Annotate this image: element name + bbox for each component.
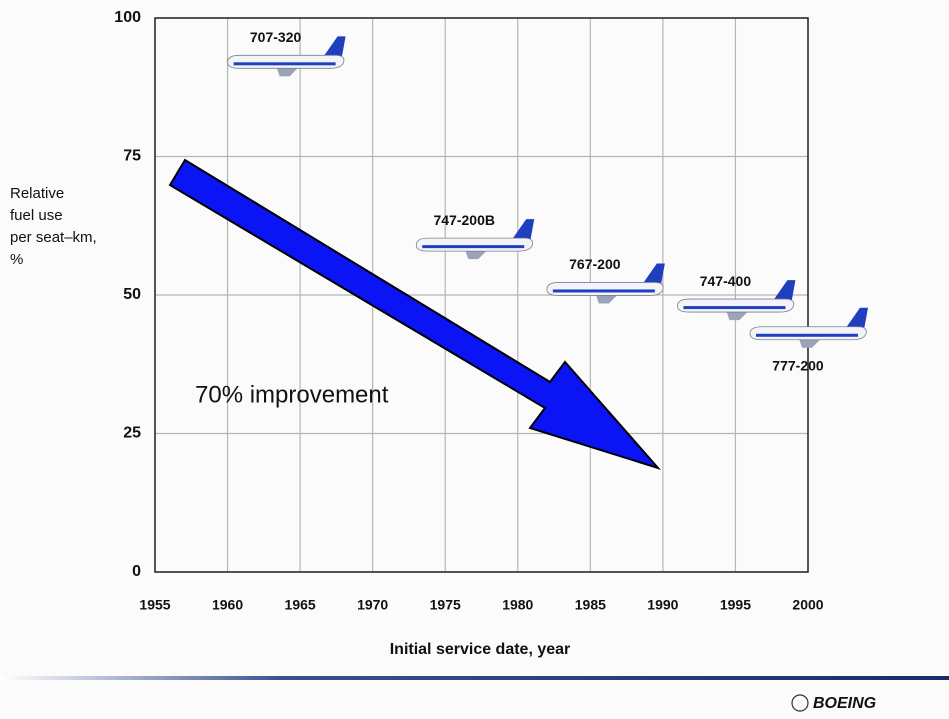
- aircraft-tail: [512, 219, 535, 242]
- x-tick-label: 1970: [357, 597, 388, 613]
- aircraft-body: [546, 282, 664, 296]
- x-tick-label: 1995: [720, 597, 751, 613]
- aircraft-tail: [323, 36, 346, 59]
- aircraft-label: 767-200: [569, 256, 621, 272]
- y-tick-label: 25: [123, 425, 141, 442]
- aircraft-label: 707-320: [250, 29, 302, 45]
- x-tick-label: 1990: [647, 597, 678, 613]
- improvement-arrow: [168, 158, 662, 471]
- aircraft-stripe: [552, 289, 655, 293]
- y-axis-label-line: per seat–km,: [10, 229, 97, 246]
- y-axis-label-line: fuel use: [10, 207, 63, 224]
- aircraft-stripe: [683, 306, 786, 310]
- x-axis-label: Initial service date, year: [390, 641, 571, 658]
- y-tick-label: 100: [114, 9, 141, 26]
- aircraft-body: [415, 237, 533, 252]
- aircraft-tail: [846, 307, 868, 330]
- aircraft-tail: [773, 280, 796, 303]
- aircraft-body: [227, 54, 345, 69]
- aircraft-label: 747-400: [700, 273, 752, 289]
- aircraft-stripe: [422, 245, 525, 249]
- aircraft-stripe: [756, 333, 858, 337]
- y-axis-label: Relative fuel use per seat–km,%: [10, 185, 97, 268]
- y-axis-label-line: Relative: [10, 185, 64, 202]
- aircraft-stripe: [233, 62, 336, 66]
- aircraft: [677, 280, 796, 321]
- plot-area: 1955 1960 1965 1970 1975 1980 1985 1990 1995 2000…: [114, 9, 823, 612]
- plot-frame: [154, 17, 809, 573]
- aircraft-body: [677, 298, 795, 313]
- aircraft: [415, 219, 535, 260]
- aircraft-tail: [642, 263, 665, 286]
- aircraft-label: 747-200B: [433, 212, 495, 228]
- x-tick-label: 2000: [792, 597, 823, 613]
- y-axis-label-line: %: [10, 251, 23, 268]
- y-tick-label: 50: [123, 286, 141, 303]
- x-tick-label: 1955: [139, 597, 170, 613]
- x-tick-label: 1985: [575, 597, 606, 613]
- aircraft: [749, 307, 868, 348]
- x-tick-label: 1960: [212, 597, 243, 613]
- annotation: 70% improvement: [195, 381, 389, 408]
- aircraft-label: 777-200: [772, 357, 824, 373]
- aircraft-body: [749, 326, 867, 341]
- logo-mark: [791, 694, 809, 712]
- aircraft: [227, 36, 346, 77]
- logo: BOEING: [813, 695, 876, 712]
- x-tick-label: 1965: [285, 597, 316, 613]
- footer-rule: [0, 676, 949, 680]
- x-tick-label: 1980: [502, 597, 533, 613]
- aircraft: [546, 263, 665, 304]
- y-tick-label: 0: [132, 563, 141, 580]
- y-tick-label: 75: [123, 148, 141, 165]
- x-tick-label: 1975: [430, 597, 461, 613]
